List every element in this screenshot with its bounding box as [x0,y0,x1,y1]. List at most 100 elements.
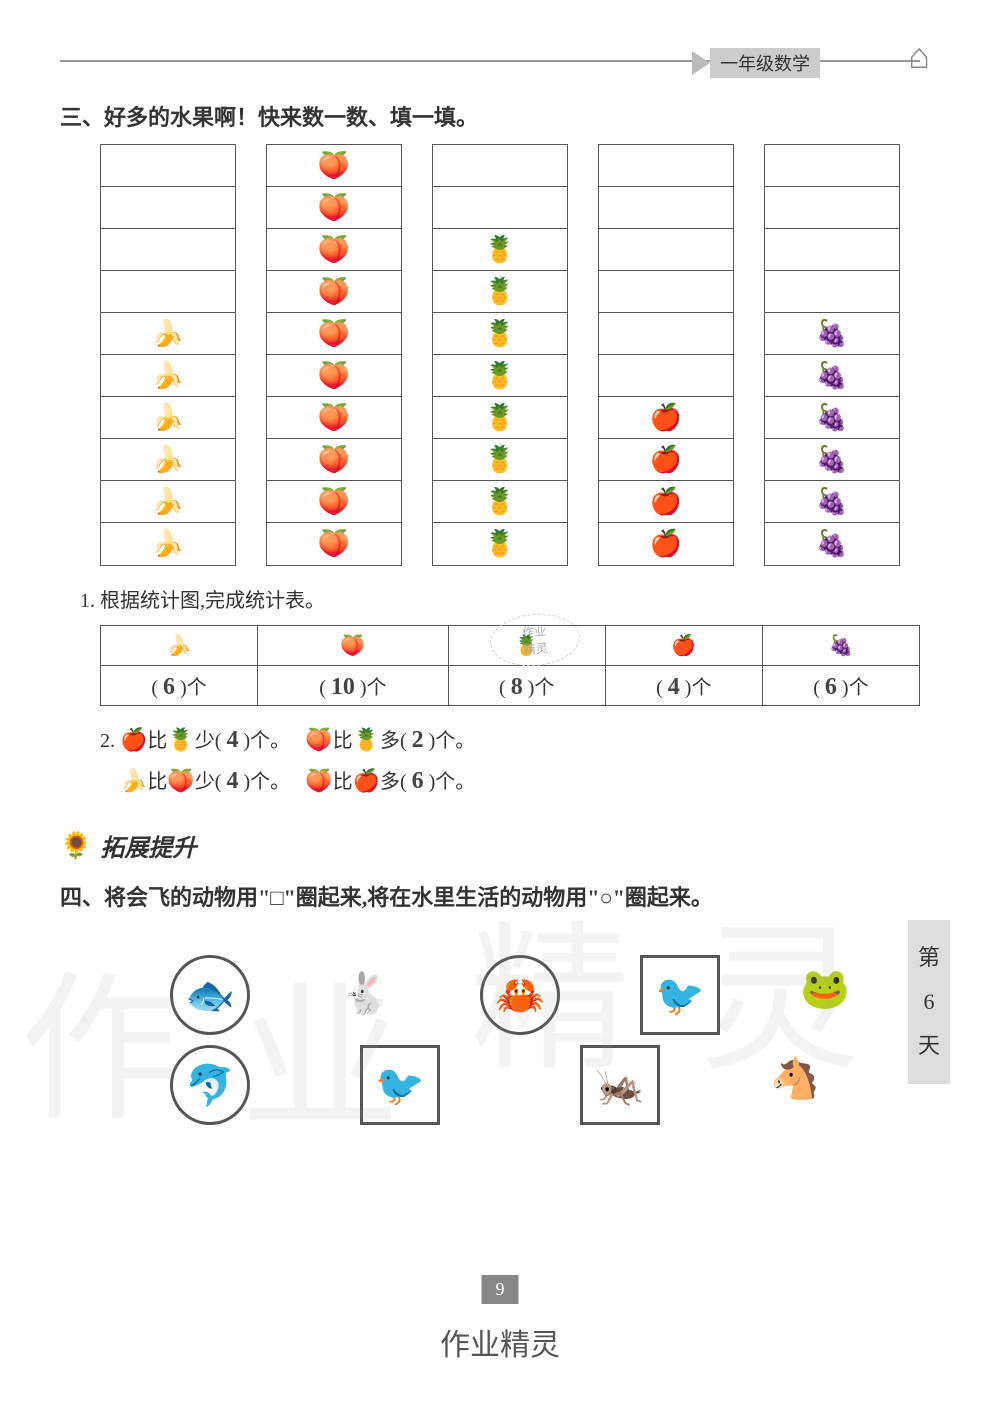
fruit-cell: 🍌 [101,439,235,481]
fruit-cell: 🍇 [765,439,899,481]
animal-icon[interactable]: 🐦 [640,955,720,1035]
animal-icon[interactable]: 🐸 [800,965,850,1012]
fruit-cell [599,145,733,187]
q2-prefix: 2. [100,730,120,752]
page-number: 9 [482,1275,519,1304]
fruit-cell: 🍇 [765,523,899,565]
fruit-cell: 🍇 [765,313,899,355]
animal-icon[interactable]: 🐟 [170,955,250,1035]
header-badge: 一年级数学 [692,48,820,78]
question-1-label: 1. 根据统计图,完成统计表。 [80,584,920,613]
house-icon: ⌂ [908,35,930,77]
fruit-column: 🍑🍑🍑🍑🍑🍑🍑🍑🍑🍑 [266,144,402,566]
fruit-cell: 🍌 [101,523,235,565]
fruit-cell: 🍇 [765,397,899,439]
apple-icon: 🍎 [353,768,380,793]
grade-label: 一年级数学 [710,48,820,78]
fruit-cell: 🍍 [433,271,567,313]
fruit-cell [765,145,899,187]
fruit-cell: 🍌 [101,481,235,523]
animals-area: 🐟 🐇 🦀 🐦 🐸 🐬 🐦 🦗 🐴 [60,955,940,1155]
fruit-cell [101,229,235,271]
fruit-cell [101,271,235,313]
fruit-cell: 🍑 [267,313,401,355]
fruit-cell [599,313,733,355]
fruit-column: 🍌🍌🍌🍌🍌🍌 [100,144,236,566]
fruit-cell [765,271,899,313]
fruit-cell: 🍑 [267,481,401,523]
pineapple-icon: 🍍 [167,727,194,752]
fruit-cell: 🍌 [101,355,235,397]
table-answer-cell[interactable]: ( 8 )个 [448,666,605,706]
animal-icon[interactable]: 🦀 [480,955,560,1035]
fruit-cell: 🍍 [433,229,567,271]
fruit-column: 🍎🍎🍎🍎 [598,144,734,566]
fruit-cell: 🍌 [101,313,235,355]
fruit-cell [433,145,567,187]
fruit-cell: 🍍 [433,439,567,481]
answer-fill[interactable]: 2 [412,727,424,753]
fruit-cell: 🍍 [433,313,567,355]
fruit-cell: 🍑 [267,355,401,397]
fruit-cell: 🍑 [267,523,401,565]
flower-icon: 🌻 [60,831,92,861]
arrow-icon [692,51,710,75]
banana-icon: 🍌 [120,768,147,793]
fruit-cell: 🍎 [599,523,733,565]
fruit-cell: 🍌 [101,397,235,439]
fruit-cell: 🍑 [267,229,401,271]
table-header-icon: 🍇 [762,626,919,666]
animal-icon[interactable]: 🐇 [340,970,390,1017]
peach-icon: 🍑 [305,727,332,752]
fruit-cell [599,229,733,271]
fruit-cell [765,187,899,229]
answer-fill[interactable]: 6 [412,768,424,794]
section-4-title: 四、将会飞的动物用"□"圈起来,将在水里生活的动物用"○"圈起来。 [60,881,940,915]
pineapple-icon: 🍍 [353,727,380,752]
table-header-icon: 🍑 [258,626,449,666]
fruit-cell: 🍎 [599,439,733,481]
peach-icon: 🍑 [167,768,194,793]
animal-icon[interactable]: 🦗 [580,1045,660,1125]
animal-icon[interactable]: 🐴 [770,1055,820,1102]
fruit-cell: 🍇 [765,481,899,523]
table-answer-cell[interactable]: ( 6 )个 [762,666,919,706]
table-answer-cell[interactable]: ( 10 )个 [258,666,449,706]
fruit-cell [599,355,733,397]
fruit-pictograph: 🍌🍌🍌🍌🍌🍌🍑🍑🍑🍑🍑🍑🍑🍑🍑🍑🍍🍍🍍🍍🍍🍍🍍🍍🍎🍎🍎🍎🍇🍇🍇🍇🍇🍇 [100,144,900,566]
side-tab-l1: 第 [908,936,950,980]
fruit-cell: 🍍 [433,523,567,565]
fruit-cell: 🍎 [599,481,733,523]
fruit-cell: 🍑 [267,439,401,481]
fruit-cell [101,145,235,187]
fruit-cell [599,271,733,313]
section-3-title: 三、好多的水果啊！快来数一数、填一填。 [60,100,940,132]
fruit-cell [433,187,567,229]
fruit-cell: 🍑 [267,145,401,187]
fruit-cell: 🍑 [267,187,401,229]
side-tab-l3: 天 [908,1024,950,1068]
peach-icon: 🍑 [305,768,332,793]
answer-fill[interactable]: 4 [226,768,238,794]
table-answer-cell[interactable]: ( 6 )个 [101,666,258,706]
answer-fill[interactable]: 4 [226,727,238,753]
table-header-icon: 🍌 [101,626,258,666]
fruit-cell: 🍑 [267,397,401,439]
footer-text: 作业精灵 [440,1320,560,1364]
expand-header: 🌻 拓展提升 [60,828,940,863]
fruit-cell: 🍎 [599,397,733,439]
table-answer-cell[interactable]: ( 4 )个 [605,666,762,706]
side-day-tab: 第 6 天 [908,920,950,1084]
fruit-cell: 🍍 [433,397,567,439]
fruit-cell [101,187,235,229]
animal-icon[interactable]: 🐦 [360,1045,440,1125]
apple-icon: 🍎 [120,727,147,752]
fruit-column: 🍇🍇🍇🍇🍇🍇 [764,144,900,566]
fruit-cell [765,229,899,271]
fruit-column: 🍍🍍🍍🍍🍍🍍🍍🍍 [432,144,568,566]
table-header-icon: 🍎 [605,626,762,666]
fruit-cell: 🍇 [765,355,899,397]
fruit-cell: 🍑 [267,271,401,313]
side-tab-l2: 6 [908,980,950,1024]
animal-icon[interactable]: 🐬 [170,1045,250,1125]
